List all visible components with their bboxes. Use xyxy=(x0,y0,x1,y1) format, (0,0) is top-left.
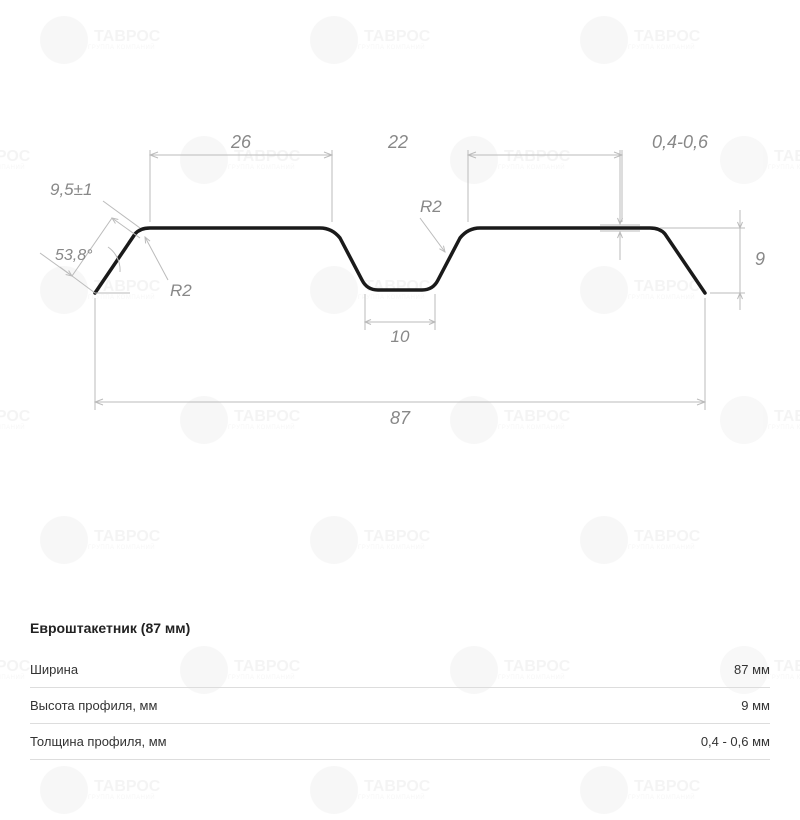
spec-label: Ширина xyxy=(30,662,78,677)
dim-angle: 53,8° xyxy=(55,247,93,264)
watermark: ТАВРОСГРУППА КОМПАНИЙ xyxy=(40,760,180,820)
watermark: ТАВРОСГРУППА КОМПАНИЙ xyxy=(310,760,450,820)
spec-value: 0,4 - 0,6 мм xyxy=(701,734,770,749)
spec-label: Толщина профиля, мм xyxy=(30,734,167,749)
dim-flat-right: 22 xyxy=(387,132,408,152)
watermark: ТАВРОСГРУППА КОМПАНИЙ xyxy=(580,510,720,570)
spec-row: Ширина 87 мм xyxy=(30,652,770,688)
spec-table: Евроштакетник (87 мм) Ширина 87 мм Высот… xyxy=(30,620,770,760)
spec-row: Толщина профиля, мм 0,4 - 0,6 мм xyxy=(30,724,770,760)
spec-label: Высота профиля, мм xyxy=(30,698,157,713)
dim-thickness: 0,4-0,6 xyxy=(652,132,709,152)
dim-radius-center: R2 xyxy=(420,197,442,216)
dim-total: 87 xyxy=(390,408,411,428)
spec-title: Евроштакетник (87 мм) xyxy=(30,620,770,636)
profile-diagram: 26 22 0,4-0,6 9 9,5±1 53,8° xyxy=(0,0,800,500)
watermark: ТАВРОСГРУППА КОМПАНИЙ xyxy=(40,510,180,570)
watermark: ТАВРОСГРУППА КОМПАНИЙ xyxy=(580,760,720,820)
spec-value: 87 мм xyxy=(734,662,770,677)
dim-slant: 9,5±1 xyxy=(50,180,92,199)
spec-value: 9 мм xyxy=(741,698,770,713)
dim-flat-left: 26 xyxy=(230,132,252,152)
dim-valley: 10 xyxy=(391,327,410,346)
watermark: ТАВРОСГРУППА КОМПАНИЙ xyxy=(310,510,450,570)
dim-height: 9 xyxy=(755,249,765,269)
spec-row: Высота профиля, мм 9 мм xyxy=(30,688,770,724)
dim-radius-left: R2 xyxy=(170,281,192,300)
